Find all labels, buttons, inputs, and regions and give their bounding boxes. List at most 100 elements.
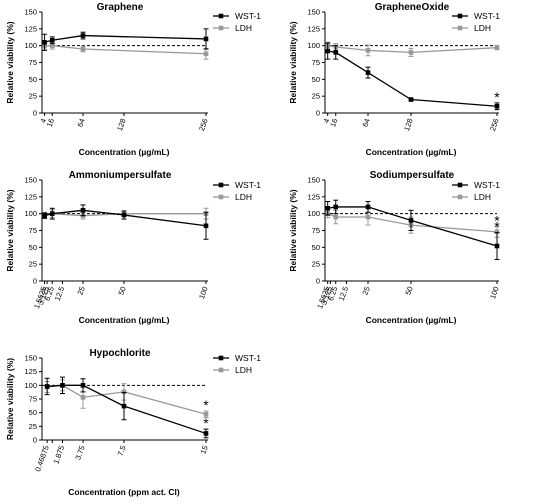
- y-tick-label: 150: [24, 354, 37, 363]
- x-tick-label: 7.5: [116, 444, 128, 457]
- x-tick-label: 50: [403, 285, 414, 296]
- data-point: [494, 243, 500, 249]
- legend-swatch-marker: [457, 194, 463, 200]
- legend-swatch-marker: [218, 25, 224, 31]
- y-tick-label: 125: [307, 24, 320, 33]
- y-tick-label: 125: [307, 192, 320, 201]
- y-tick-label: 150: [307, 176, 320, 185]
- x-tick-label: 100: [488, 285, 501, 300]
- legend-label: WST-1: [474, 180, 500, 190]
- x-tick-label: 256: [197, 117, 210, 132]
- legend-swatch-marker: [457, 25, 463, 31]
- y-tick-label: 100: [24, 209, 37, 218]
- y-tick-label: 50: [312, 243, 320, 252]
- y-tick-label: 100: [307, 209, 320, 218]
- x-axis-label: Concentration (µg/mL): [79, 315, 170, 325]
- x-tick-label: 15: [198, 444, 209, 455]
- y-axis-label: Relative viability (%): [288, 21, 298, 103]
- legend-label: LDH: [235, 365, 252, 375]
- legend-label: WST-1: [235, 353, 261, 363]
- legend-label: LDH: [474, 23, 491, 33]
- chart-panel-3: Ammoniumpersulfate02550751001251501.5625…: [5, 170, 261, 325]
- x-tick-label: 1.875: [51, 444, 66, 465]
- x-tick-label: 12.5: [53, 285, 66, 302]
- legend: WST-1 LDH: [213, 180, 261, 202]
- y-tick-label: 50: [29, 408, 37, 417]
- y-tick-label: 0: [33, 109, 37, 118]
- significance-star: *: [203, 397, 209, 413]
- data-point: [203, 412, 209, 417]
- data-point: [49, 37, 55, 43]
- x-tick-label: 12.5: [337, 285, 350, 302]
- y-tick-label: 0: [316, 109, 320, 118]
- y-tick-label: 0: [316, 277, 320, 286]
- chart-title: Graphene: [97, 2, 144, 13]
- legend-swatch-marker: [218, 194, 224, 200]
- y-tick-label: 50: [29, 75, 37, 84]
- series-line: [47, 384, 207, 415]
- data-point: [80, 395, 86, 400]
- y-tick-label: 75: [29, 226, 37, 235]
- data-point: [121, 389, 127, 395]
- chart-panel-1: Graphene 0 25 50 75 100 125 150 416 64 128 256 Relat…: [5, 2, 261, 157]
- y-tick-label: 25: [312, 260, 320, 269]
- data-point: [365, 214, 371, 220]
- data-point: [408, 218, 414, 223]
- series-wst-1: [42, 204, 209, 240]
- y-tick-label: 75: [29, 58, 37, 67]
- x-tick-label: 256: [488, 117, 501, 132]
- y-tick-label: 75: [29, 395, 37, 404]
- data-point: [42, 40, 47, 45]
- series-ldh: [325, 41, 500, 57]
- legend-swatch-marker: [457, 13, 463, 19]
- data-point: [203, 223, 209, 229]
- legend-swatch-marker: [218, 13, 224, 19]
- series-wst-1: *: [44, 376, 209, 439]
- x-tick-label: 128: [402, 117, 415, 132]
- legend-label: WST-1: [235, 180, 261, 190]
- y-tick-label: 125: [24, 367, 37, 376]
- x-tick-label: 128: [115, 117, 128, 132]
- chart-panel-5: Hypochlorite 0 25 50 75 100 125 150 0.46875 1.875…: [5, 348, 261, 497]
- data-point: [44, 384, 50, 389]
- legend-swatch-marker: [457, 182, 463, 188]
- legend: WST-1 LDH: [213, 11, 261, 33]
- x-axis-label: Concentration (ppm act. Cl): [68, 487, 180, 497]
- y-tick-label: 150: [24, 8, 37, 17]
- x-tick-label: 16: [45, 117, 56, 128]
- x-axis-label: Concentration (µg/mL): [366, 315, 457, 325]
- y-tick-label: 0: [33, 436, 37, 445]
- data-point: [203, 431, 209, 436]
- data-point: [408, 97, 414, 102]
- chart-panel-4: Sodiumpersulfate02550751001251501.56253.…: [288, 170, 501, 325]
- data-point: [203, 51, 209, 57]
- x-tick-label: 3.75: [73, 444, 86, 461]
- y-tick-label: 100: [307, 41, 320, 50]
- legend-swatch-marker: [218, 355, 224, 361]
- y-tick-label: 125: [24, 24, 37, 33]
- x-tick-label: 64: [360, 117, 371, 128]
- legend-label: LDH: [474, 192, 491, 202]
- x-axis-label: Concentration (µg/mL): [366, 147, 457, 157]
- y-tick-label: 100: [24, 381, 37, 390]
- legend: WST-1 LDH: [213, 353, 261, 375]
- legend-label: LDH: [235, 23, 252, 33]
- x-tick-label: 0.46875: [33, 444, 51, 473]
- chart-title: Sodiumpersulfate: [370, 170, 455, 181]
- series-line: [327, 213, 498, 233]
- x-tick-label: 64: [75, 117, 86, 128]
- data-point: [494, 103, 500, 109]
- series-wst-1: [42, 28, 209, 51]
- chart-panel-2: GrapheneOxide 0 25 50 75 100 125 150 416 64 128 256…: [288, 2, 501, 157]
- legend-label: LDH: [235, 192, 252, 202]
- x-tick-label: 100: [197, 285, 210, 300]
- series-line: [44, 45, 207, 55]
- x-axis-label: Concentration (µg/mL): [79, 147, 170, 157]
- data-point: [121, 403, 127, 409]
- x-tick-label: 50: [116, 285, 127, 296]
- data-point: [333, 50, 339, 55]
- significance-star: *: [494, 212, 500, 228]
- y-tick-label: 50: [312, 75, 320, 84]
- data-point: [49, 43, 55, 48]
- y-axis-label: Relative viability (%): [5, 189, 15, 271]
